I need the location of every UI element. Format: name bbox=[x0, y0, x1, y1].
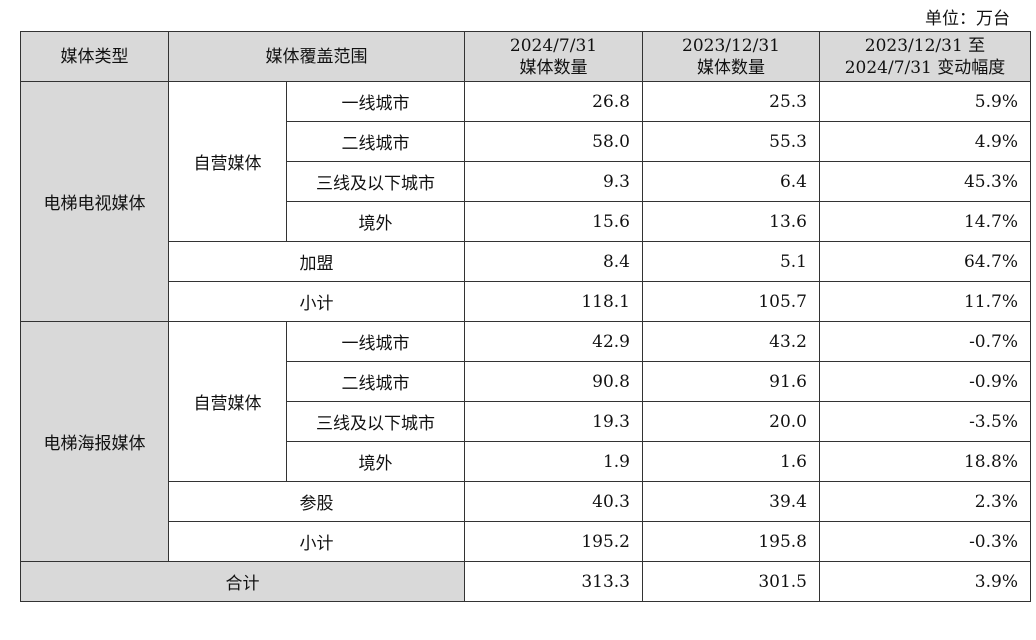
table-row: 二线城市 58.0 55.3 4.9% bbox=[21, 121, 1031, 162]
table-row: 二线城市 90.8 91.6 -0.9% bbox=[21, 361, 1031, 402]
value-2023: 1.6 bbox=[642, 441, 820, 482]
value-change: -0.3% bbox=[819, 521, 1031, 562]
row-label: 境外 bbox=[286, 201, 465, 242]
value-change: -0.9% bbox=[819, 361, 1031, 402]
value-2024: 8.4 bbox=[464, 241, 643, 282]
row-label: 加盟 bbox=[168, 241, 465, 282]
row-label: 参股 bbox=[168, 481, 465, 522]
row-label: 一线城市 bbox=[286, 321, 465, 362]
value-2024: 58.0 bbox=[464, 121, 643, 162]
row-label: 境外 bbox=[286, 441, 465, 482]
value-change: 3.9% bbox=[819, 561, 1031, 602]
row-label: 二线城市 bbox=[286, 361, 465, 402]
table-row: 三线及以下城市 9.3 6.4 45.3% bbox=[21, 161, 1031, 202]
header-media-type: 媒体类型 bbox=[20, 31, 169, 82]
row-label: 二线城市 bbox=[286, 121, 465, 162]
header-2024: 2024/7/31 媒体数量 bbox=[464, 31, 643, 82]
table-row: 电梯海报媒体 自营媒体 一线城市 42.9 43.2 -0.7% bbox=[20, 321, 1031, 562]
value-2024: 9.3 bbox=[464, 161, 643, 202]
total-row: 合计 313.3 301.5 3.9% bbox=[20, 561, 1031, 602]
table-row: 境外 15.6 13.6 14.7% bbox=[21, 201, 1031, 242]
value-2024: 15.6 bbox=[464, 201, 643, 242]
media-table: 媒体类型 媒体覆盖范围 2024/7/31 媒体数量 2023/12/31 媒体数量… bbox=[20, 31, 1031, 602]
row-label: 小计 bbox=[168, 281, 465, 322]
table-row: 电梯电视媒体 自营媒体 一线城市 26.8 25.3 5.9% bbox=[20, 81, 1031, 322]
value-2023: 55.3 bbox=[642, 121, 820, 162]
value-change: 2.3% bbox=[819, 481, 1031, 522]
value-2023: 20.0 bbox=[642, 401, 820, 442]
value-2023: 91.6 bbox=[642, 361, 820, 402]
value-2023: 195.8 bbox=[642, 521, 820, 562]
header-2023: 2023/12/31 媒体数量 bbox=[642, 31, 820, 82]
subtotal-row: 小计 118.1 105.7 11.7% bbox=[21, 281, 1031, 322]
row-label: 小计 bbox=[168, 521, 465, 562]
row-label: 一线城市 bbox=[286, 81, 465, 122]
media-type-cell: 电梯海报媒体 bbox=[20, 321, 169, 562]
value-change: 4.9% bbox=[819, 121, 1031, 162]
value-change: -0.7% bbox=[819, 321, 1031, 362]
value-change: -3.5% bbox=[819, 401, 1031, 442]
header-change: 2023/12/31 至 2024/7/31 变动幅度 bbox=[819, 31, 1031, 82]
value-2024: 313.3 bbox=[464, 561, 643, 602]
header-coverage-range: 媒体覆盖范围 bbox=[168, 31, 465, 82]
value-2024: 42.9 bbox=[464, 321, 643, 362]
row-label: 三线及以下城市 bbox=[286, 161, 465, 202]
value-change: 5.9% bbox=[819, 81, 1031, 122]
self-operated-cell: 自营媒体 bbox=[168, 321, 287, 482]
value-2024: 195.2 bbox=[464, 521, 643, 562]
value-2023: 6.4 bbox=[642, 161, 820, 202]
self-operated-cell: 自营媒体 bbox=[168, 81, 287, 242]
value-change: 45.3% bbox=[819, 161, 1031, 202]
value-2024: 118.1 bbox=[464, 281, 643, 322]
value-2024: 19.3 bbox=[464, 401, 643, 442]
value-2024: 40.3 bbox=[464, 481, 643, 522]
value-change: 11.7% bbox=[819, 281, 1031, 322]
value-change: 18.8% bbox=[819, 441, 1031, 482]
total-label: 合计 bbox=[20, 561, 465, 602]
value-2023: 5.1 bbox=[642, 241, 820, 282]
value-2023: 13.6 bbox=[642, 201, 820, 242]
value-2023: 39.4 bbox=[642, 481, 820, 522]
table-row: 加盟 8.4 5.1 64.7% bbox=[21, 241, 1031, 282]
value-2024: 26.8 bbox=[464, 81, 643, 122]
table-row: 参股 40.3 39.4 2.3% bbox=[21, 481, 1031, 522]
table-row: 境外 1.9 1.6 18.8% bbox=[21, 441, 1031, 482]
subtotal-row: 小计 195.2 195.8 -0.3% bbox=[21, 521, 1031, 562]
value-2023: 43.2 bbox=[642, 321, 820, 362]
value-2023: 105.7 bbox=[642, 281, 820, 322]
value-change: 14.7% bbox=[819, 201, 1031, 242]
value-2023: 25.3 bbox=[642, 81, 820, 122]
header-row: 媒体类型 媒体覆盖范围 2024/7/31 媒体数量 2023/12/31 媒体数量… bbox=[20, 31, 1031, 82]
unit-label: 单位：万台 bbox=[925, 9, 1010, 29]
value-2024: 1.9 bbox=[464, 441, 643, 482]
value-change: 64.7% bbox=[819, 241, 1031, 282]
row-label: 三线及以下城市 bbox=[286, 401, 465, 442]
media-type-cell: 电梯电视媒体 bbox=[20, 81, 169, 322]
value-2024: 90.8 bbox=[464, 361, 643, 402]
value-2023: 301.5 bbox=[642, 561, 820, 602]
table-row: 三线及以下城市 19.3 20.0 -3.5% bbox=[21, 401, 1031, 442]
